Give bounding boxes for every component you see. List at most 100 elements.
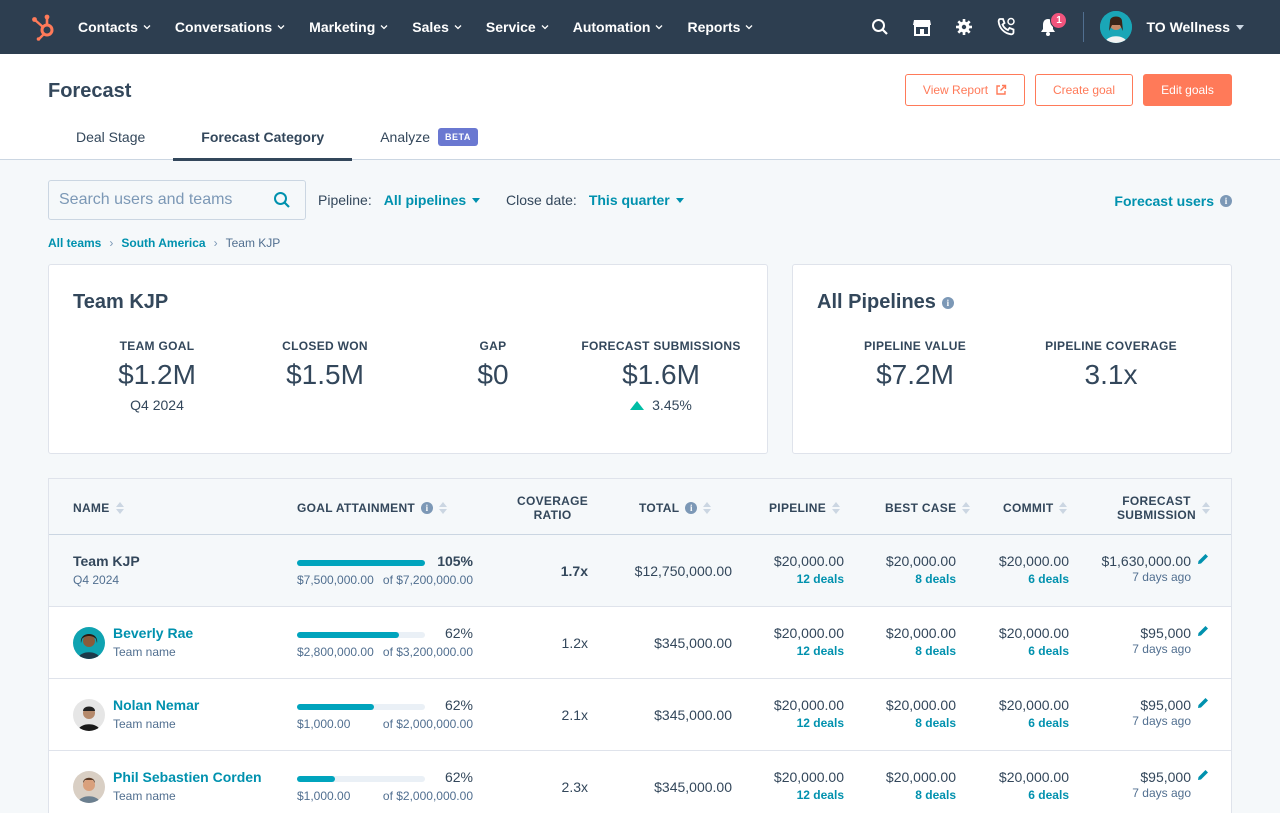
tab-forecast-category[interactable]: Forecast Category — [173, 118, 353, 161]
edit-pencil-icon[interactable] — [1197, 625, 1209, 637]
coverage-ratio: 2.3x — [561, 779, 588, 795]
goal-amounts: $1,000.00 of $2,000,000.00 — [297, 717, 473, 731]
column-forecast-submission[interactable]: FORECAST SUBMISSION — [1117, 494, 1211, 522]
pipeline-dropdown[interactable]: All pipelines — [384, 192, 481, 208]
close-date-filter: Close date: This quarter — [506, 192, 684, 208]
column-name[interactable]: NAME — [73, 501, 124, 515]
chevron-down-icon — [380, 25, 388, 30]
sort-icon — [832, 502, 841, 514]
nav-service[interactable]: Service — [486, 19, 549, 35]
sort-icon — [1202, 502, 1211, 514]
pipeline-cell: $20,000.00 12 deals — [749, 697, 844, 730]
breadcrumb-all-teams[interactable]: All teams — [48, 236, 102, 250]
chevron-right-icon: › — [213, 236, 218, 250]
user-name-link[interactable]: Beverly Rae — [113, 625, 194, 641]
commit-cell: $20,000.00 6 deals — [974, 697, 1069, 730]
commit-deals-link[interactable]: 6 deals — [1028, 644, 1069, 658]
edit-pencil-icon[interactable] — [1197, 553, 1209, 565]
search-icon[interactable] — [273, 191, 291, 209]
team-summary-card: Team KJP TEAM GOAL $1.2M Q4 2024 CLOSED … — [48, 264, 768, 454]
row-name-cell: Beverly Rae Team name — [113, 625, 194, 659]
info-icon[interactable]: i — [685, 502, 698, 514]
edit-pencil-icon[interactable] — [1197, 697, 1209, 709]
marketplace-icon[interactable] — [901, 0, 943, 54]
breadcrumb-south-america[interactable]: South America — [121, 236, 206, 250]
commit-deals-link[interactable]: 6 deals — [1028, 788, 1069, 802]
nav-reports[interactable]: Reports — [687, 19, 753, 35]
forecast-users-link[interactable]: Forecast users i — [1114, 193, 1232, 209]
coverage-ratio: 1.2x — [561, 635, 588, 651]
notifications-bell-icon[interactable]: 1 — [1027, 0, 1069, 54]
goal-percent: 62% — [444, 625, 473, 641]
user-name-link[interactable]: Nolan Nemar — [113, 697, 200, 713]
external-link-icon — [996, 84, 1007, 95]
sort-icon — [1059, 502, 1068, 514]
commit-cell: $20,000.00 6 deals — [974, 553, 1069, 586]
info-icon[interactable]: i — [1220, 195, 1232, 207]
info-icon[interactable]: i — [421, 502, 434, 514]
best-case-cell: $20,000.00 8 deals — [861, 625, 956, 658]
nav-conversations[interactable]: Conversations — [175, 19, 285, 35]
nav-marketing[interactable]: Marketing — [309, 19, 388, 35]
calling-phone-icon[interactable] — [985, 0, 1027, 54]
pipeline-value-stat: PIPELINE VALUE $7.2M — [864, 339, 966, 390]
best-case-deals-link[interactable]: 8 deals — [915, 644, 956, 658]
commit-deals-link[interactable]: 6 deals — [1028, 716, 1069, 730]
pipeline-deals-link[interactable]: 12 deals — [796, 644, 844, 658]
best-case-deals-link[interactable]: 8 deals — [915, 572, 956, 586]
forecast-table: NAME GOAL ATTAINMENT i COVERAGE RATIO TOTA… — [48, 478, 1232, 813]
pipeline-deals-link[interactable]: 12 deals — [796, 572, 844, 586]
sort-icon — [703, 502, 712, 514]
nav-contacts[interactable]: Contacts — [78, 19, 151, 35]
pipeline-deals-link[interactable]: 12 deals — [796, 788, 844, 802]
user-name-link[interactable]: Phil Sebastien Corden — [113, 769, 262, 785]
nav-sales[interactable]: Sales — [412, 19, 462, 35]
best-case-cell: $20,000.00 8 deals — [861, 553, 956, 586]
pipelines-summary-card: All Pipelines i PIPELINE VALUE $7.2M PIPE… — [792, 264, 1232, 454]
forecast-submissions-stat: FORECAST SUBMISSIONS $1.6M 3.45% — [581, 339, 741, 413]
search-icon[interactable] — [859, 0, 901, 54]
account-name: TO Wellness — [1146, 19, 1230, 35]
tab-deal-stage[interactable]: Deal Stage — [76, 129, 146, 145]
view-report-button[interactable]: View Report — [905, 74, 1025, 106]
row-name-cell: Nolan Nemar Team name — [113, 697, 200, 731]
create-goal-button[interactable]: Create goal — [1035, 74, 1133, 106]
total-value: $12,750,000.00 — [634, 563, 732, 579]
column-pipeline[interactable]: PIPELINE — [769, 501, 841, 515]
settings-gear-icon[interactable] — [943, 0, 985, 54]
close-date-dropdown[interactable]: This quarter — [589, 192, 684, 208]
chevron-right-icon: › — [109, 236, 114, 250]
account-menu[interactable]: TO Wellness — [1100, 11, 1244, 43]
nav-divider — [1083, 12, 1085, 42]
gap-stat: GAP $0 — [477, 339, 509, 390]
column-commit[interactable]: COMMIT — [1003, 501, 1068, 515]
search-input[interactable] — [49, 191, 259, 209]
edit-goals-button[interactable]: Edit goals — [1143, 74, 1232, 106]
sort-icon — [439, 502, 448, 514]
info-icon[interactable]: i — [941, 296, 954, 309]
pipeline-cell: $20,000.00 12 deals — [749, 769, 844, 802]
row-name-cell: Team KJP Q4 2024 — [73, 553, 140, 587]
goal-amounts: $2,800,000.00 of $3,200,000.00 — [297, 645, 473, 659]
goal-amounts: $7,500,000.00 of $7,200,000.00 — [297, 573, 473, 587]
best-case-deals-link[interactable]: 8 deals — [915, 716, 956, 730]
pipeline-deals-link[interactable]: 12 deals — [796, 716, 844, 730]
hubspot-logo-icon[interactable] — [24, 7, 64, 47]
best-case-deals-link[interactable]: 8 deals — [915, 788, 956, 802]
column-goal-attainment[interactable]: GOAL ATTAINMENT i — [297, 501, 448, 515]
submission-cell: $1,630,000.00 7 days ago — [1101, 553, 1191, 584]
avatar — [73, 699, 105, 731]
forecast-tabs: Deal Stage Forecast Category Analyze BETA — [48, 118, 506, 161]
column-total[interactable]: TOTAL i — [639, 501, 712, 515]
tab-analyze[interactable]: Analyze BETA — [352, 118, 506, 160]
commit-deals-link[interactable]: 6 deals — [1028, 572, 1069, 586]
team-goal-stat: TEAM GOAL $1.2M Q4 2024 — [118, 339, 196, 413]
caret-down-icon — [675, 197, 684, 203]
column-coverage-ratio[interactable]: COVERAGE RATIO — [517, 494, 589, 522]
best-case-cell: $20,000.00 8 deals — [861, 697, 956, 730]
edit-pencil-icon[interactable] — [1197, 769, 1209, 781]
column-best-case[interactable]: BEST CASE — [885, 501, 971, 515]
submission-cell: $95,000 7 days ago — [1132, 625, 1191, 656]
avatar — [73, 771, 105, 803]
nav-automation[interactable]: Automation — [573, 19, 664, 35]
